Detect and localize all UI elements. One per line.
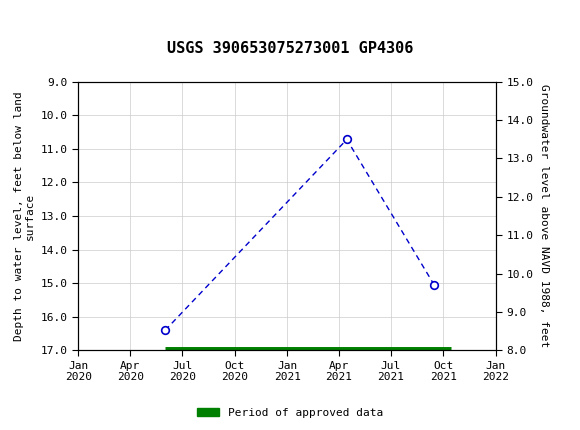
Text: USGS 390653075273001 GP4306: USGS 390653075273001 GP4306 xyxy=(167,41,413,56)
Text: ≋USGS: ≋USGS xyxy=(3,10,74,28)
Y-axis label: Depth to water level, feet below land
surface: Depth to water level, feet below land su… xyxy=(14,91,35,341)
Y-axis label: Groundwater level above NAVD 1988, feet: Groundwater level above NAVD 1988, feet xyxy=(539,84,549,348)
Legend: Period of approved data: Period of approved data xyxy=(193,403,387,422)
